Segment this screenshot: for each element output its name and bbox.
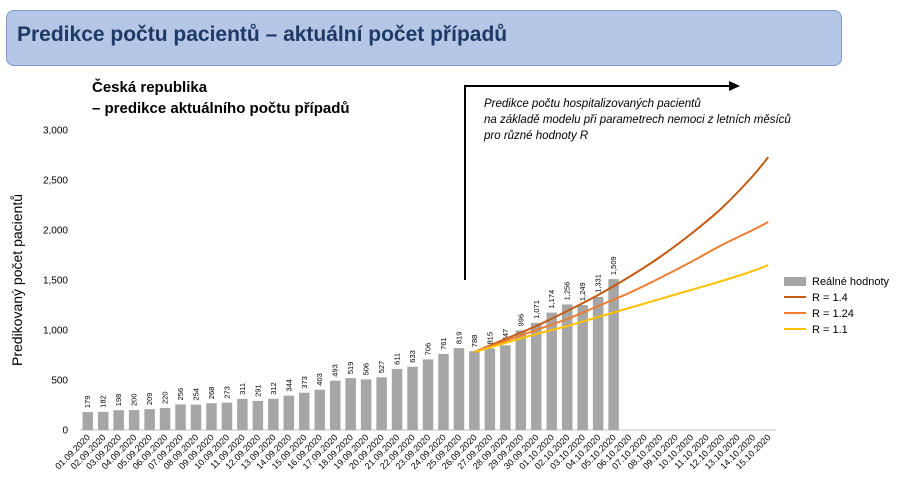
bar: [113, 410, 124, 430]
bar-data-label: 1,071: [532, 300, 541, 319]
bar: [345, 378, 356, 430]
bar: [484, 348, 496, 430]
bar: [360, 379, 372, 430]
bar-data-label: 819: [454, 332, 463, 345]
bar: [206, 403, 217, 430]
y-tick-label: 0: [62, 426, 68, 437]
bar-data-label: 706: [424, 343, 433, 356]
bar: [299, 392, 310, 430]
bar: [252, 400, 264, 430]
bar: [128, 410, 140, 430]
prediction-arrowhead: [729, 81, 740, 91]
bar-data-label: 344: [284, 379, 293, 392]
annotation-line3: pro různé hodnoty R: [484, 130, 589, 142]
y-tick-label: 500: [51, 376, 68, 387]
bar-data-label: 761: [439, 337, 448, 350]
legend-label: R = 1.24: [812, 308, 854, 320]
bar-data-label: 1,331: [594, 274, 603, 293]
bar-data-label: 1,249: [578, 282, 587, 301]
bar-data-label: 200: [130, 393, 139, 406]
series-line: [474, 264, 769, 353]
series-line: [474, 221, 769, 353]
bar: [546, 312, 557, 430]
bar: [175, 404, 186, 430]
bar-data-label: 527: [377, 361, 386, 374]
y-tick-label: 2,000: [43, 226, 68, 237]
bar: [190, 404, 202, 430]
bar-data-label: 847: [501, 329, 510, 342]
y-tick-label: 2,500: [43, 176, 68, 187]
legend-label: Reálné hodnoty: [812, 276, 890, 288]
bar-data-label: 256: [176, 388, 185, 401]
bar-data-label: 373: [300, 376, 309, 389]
bar-data-label: 788: [470, 335, 479, 348]
bar: [515, 330, 527, 430]
bar: [97, 411, 109, 430]
bar-data-label: 1,174: [547, 290, 556, 309]
bar: [577, 305, 588, 430]
bar: [500, 345, 511, 430]
bar: [314, 389, 325, 430]
legend-swatch: [784, 277, 806, 286]
bar: [237, 398, 248, 430]
bar-data-label: 268: [207, 387, 216, 400]
bar: [561, 304, 573, 430]
bar: [283, 395, 295, 430]
chart-title: Česká republika – predikce aktuálního po…: [92, 77, 350, 119]
bar-data-label: 815: [485, 332, 494, 345]
bar: [376, 377, 387, 430]
bar-data-label: 312: [269, 382, 278, 395]
bar: [221, 402, 233, 430]
bar: [469, 351, 480, 430]
bar-data-label: 254: [192, 388, 201, 401]
bar-data-label: 273: [222, 386, 231, 399]
legend-label: R = 1.4: [812, 292, 848, 304]
bar-data-label: 633: [408, 350, 417, 363]
bar: [422, 359, 434, 430]
bar-data-label: 209: [145, 393, 154, 406]
banner-title: Predikce počtu pacientů – aktuální počet…: [17, 23, 508, 46]
bar: [438, 353, 449, 430]
bar-data-label: 311: [238, 383, 247, 395]
y-axis-label: Predikovaný počet pacientů: [9, 194, 25, 366]
header-banner: Predikce počtu pacientů – aktuální počet…: [6, 10, 842, 66]
bar-data-label: 403: [315, 373, 324, 386]
bar: [453, 348, 465, 430]
legend-label: R = 1.1: [812, 324, 848, 336]
bar-data-label: 519: [346, 362, 355, 375]
y-tick-label: 3,000: [43, 126, 68, 137]
bar: [531, 322, 542, 430]
bar-data-label: 1,509: [609, 256, 618, 275]
bar-data-label: 182: [99, 395, 108, 408]
bar-data-label: 1,256: [563, 282, 572, 301]
chart-title-line2: – predikce aktuálního počtu případů: [92, 100, 350, 117]
series-line: [474, 156, 770, 353]
chart-title-line1: Česká republika: [92, 79, 208, 96]
prediction-annotation: Predikce počtu hospitalizovaných pacient…: [484, 96, 791, 144]
bar-data-label: 996: [516, 314, 525, 327]
bar: [144, 409, 155, 430]
bar-data-label: 291: [253, 384, 262, 397]
bar: [268, 398, 279, 430]
bar: [82, 412, 93, 430]
bar-data-label: 493: [331, 364, 340, 377]
annotation-line1: Predikce počtu hospitalizovaných pacient…: [484, 98, 701, 110]
bar-data-label: 179: [83, 396, 92, 409]
prediction-arrow: [464, 85, 730, 280]
bar-data-label: 198: [114, 394, 123, 407]
bar-data-label: 506: [362, 363, 371, 376]
y-tick-label: 1,000: [43, 326, 68, 337]
bar-data-label: 611: [393, 353, 402, 365]
bar: [608, 279, 619, 430]
bar: [329, 380, 341, 430]
annotation-line2: na základě modelu při parametrech nemoci…: [484, 114, 791, 126]
bar: [407, 366, 418, 430]
bar: [159, 408, 171, 430]
y-tick-label: 1,500: [43, 276, 68, 287]
bar-data-label: 220: [161, 391, 170, 404]
bar: [391, 368, 403, 430]
bar: [592, 296, 604, 430]
